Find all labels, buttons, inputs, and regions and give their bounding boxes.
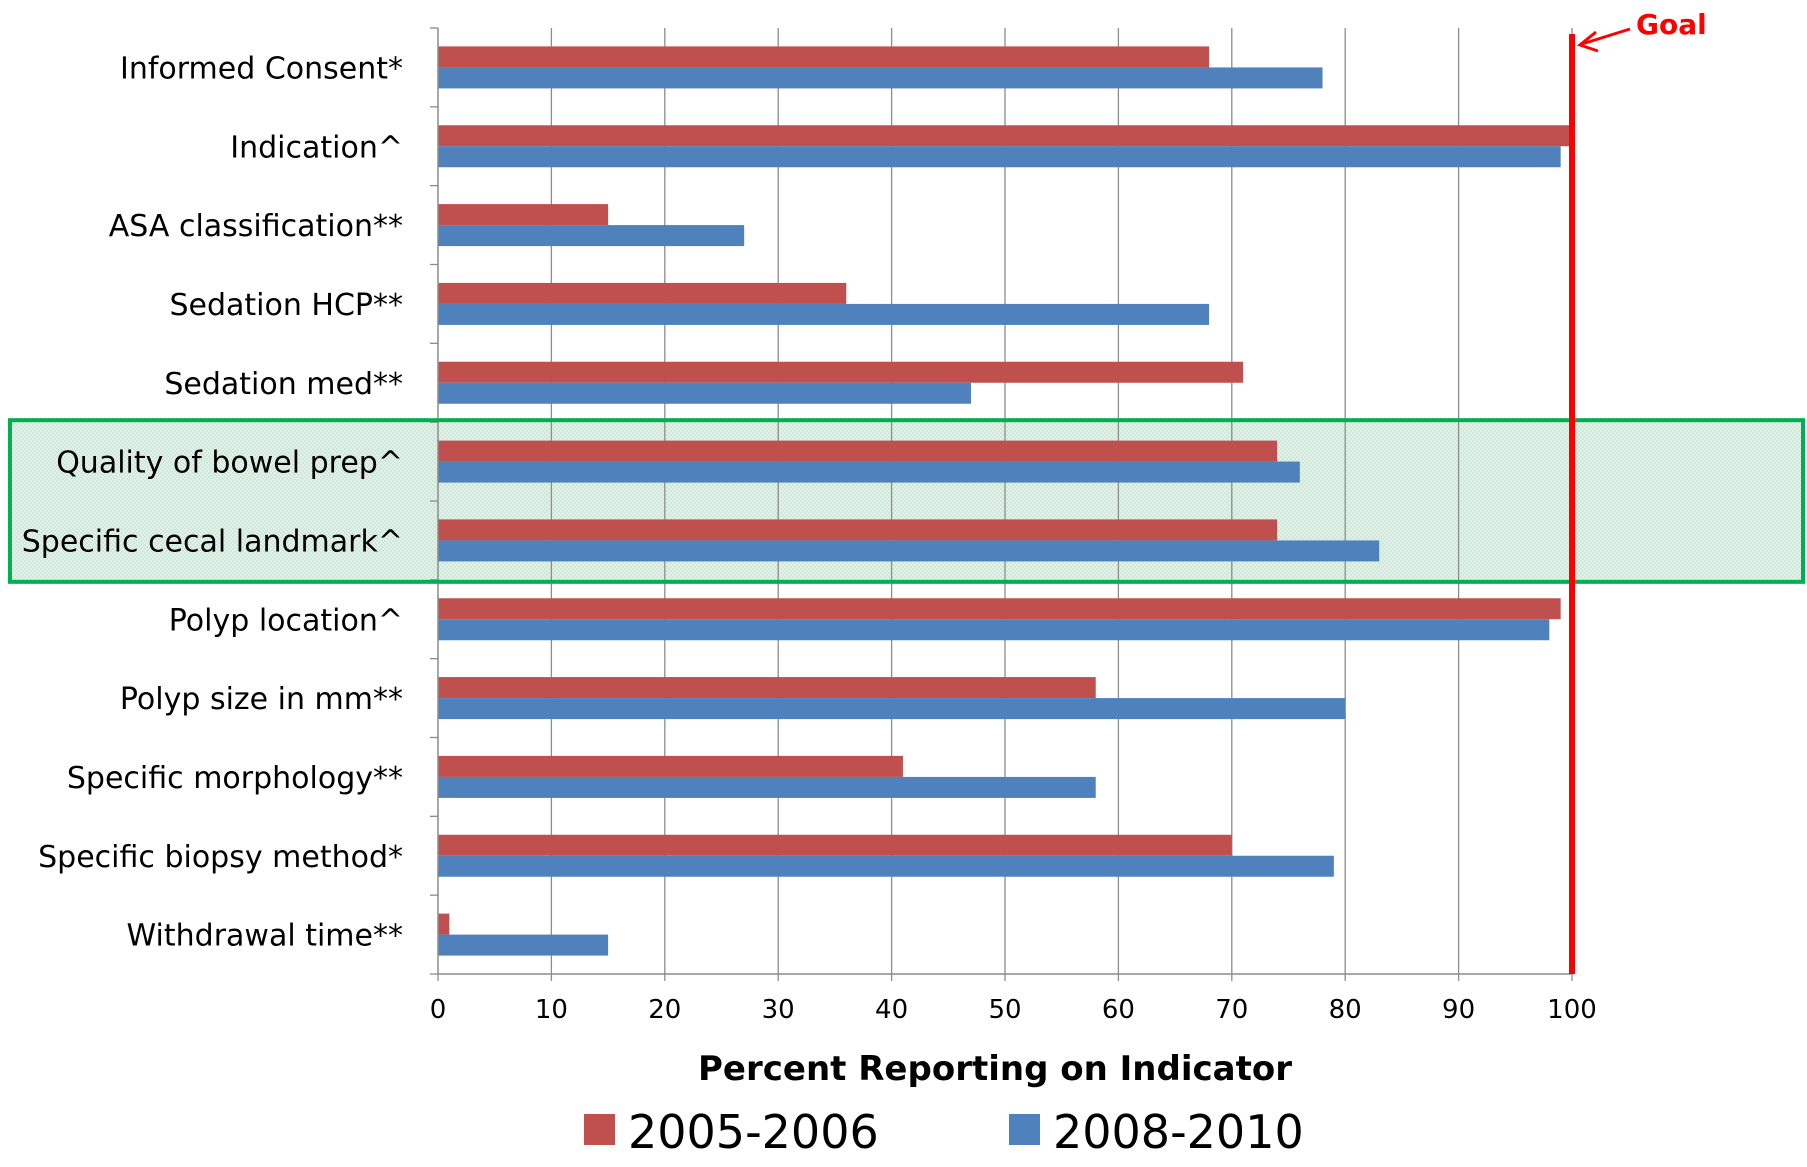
- x-tick-label: 100: [1547, 995, 1597, 1025]
- category-label: Informed Consent*: [120, 51, 403, 86]
- bar-series2: [438, 855, 1334, 877]
- bar-series2: [438, 540, 1380, 562]
- legend-swatch: [584, 1114, 615, 1145]
- category-label: Specific cecal landmark^: [22, 524, 403, 559]
- bar-series2: [438, 619, 1550, 641]
- bar-series1: [438, 282, 847, 304]
- x-tick-label: 80: [1329, 995, 1362, 1025]
- category-label: Withdrawal time**: [127, 919, 403, 954]
- bar-series1: [438, 913, 450, 935]
- category-label: Indication^: [230, 130, 403, 165]
- bar-series1: [438, 834, 1232, 856]
- bar-series2: [438, 225, 745, 247]
- category-label: Specific morphology**: [67, 761, 403, 796]
- legend-label: 2005-2006: [628, 1105, 879, 1159]
- goal-arrow-shaft: [1581, 27, 1631, 46]
- category-label: Polyp location^: [169, 603, 403, 638]
- x-tick-label: 50: [988, 995, 1021, 1025]
- category-label: ASA classification**: [109, 209, 403, 244]
- category-label: Sedation HCP**: [169, 288, 403, 323]
- bar-series2: [438, 461, 1300, 483]
- category-label: Sedation med**: [164, 367, 403, 402]
- bar-series1: [438, 755, 903, 777]
- x-tick-label: 0: [430, 995, 447, 1025]
- bar-series1: [438, 46, 1210, 68]
- legend-swatch: [1009, 1114, 1040, 1145]
- legend-label: 2008-2010: [1053, 1105, 1304, 1159]
- bar-series2: [438, 776, 1096, 798]
- bar-series1: [438, 519, 1278, 541]
- bar-series1: [438, 677, 1096, 699]
- x-tick-label: 70: [1215, 995, 1248, 1025]
- x-tick-label: 10: [535, 995, 568, 1025]
- bar-series1: [438, 361, 1244, 383]
- bar-series2: [438, 146, 1561, 168]
- bar-series1: [438, 440, 1278, 462]
- bar-series2: [438, 934, 609, 956]
- category-label: Quality of bowel prep^: [56, 446, 403, 481]
- bar-series2: [438, 303, 1210, 325]
- x-tick-label: 20: [648, 995, 681, 1025]
- highlight-border: [8, 418, 1805, 584]
- bar-series2: [438, 382, 971, 404]
- category-label: Polyp size in mm**: [120, 682, 403, 717]
- bar-series1: [438, 125, 1572, 147]
- category-label: Specific biopsy method*: [38, 840, 403, 875]
- x-tick-label: 60: [1102, 995, 1135, 1025]
- bar-series1: [438, 204, 609, 226]
- bar-series1: [438, 598, 1561, 620]
- bar-series2: [438, 67, 1323, 89]
- x-axis-title: Percent Reporting on Indicator: [698, 1049, 1292, 1089]
- goal-label: Goal: [1636, 8, 1707, 41]
- x-tick-label: 30: [762, 995, 795, 1025]
- goal-arrow-head: [1576, 30, 1599, 53]
- x-tick-label: 40: [875, 995, 908, 1025]
- bar-series2: [438, 698, 1346, 720]
- x-tick-label: 90: [1442, 995, 1475, 1025]
